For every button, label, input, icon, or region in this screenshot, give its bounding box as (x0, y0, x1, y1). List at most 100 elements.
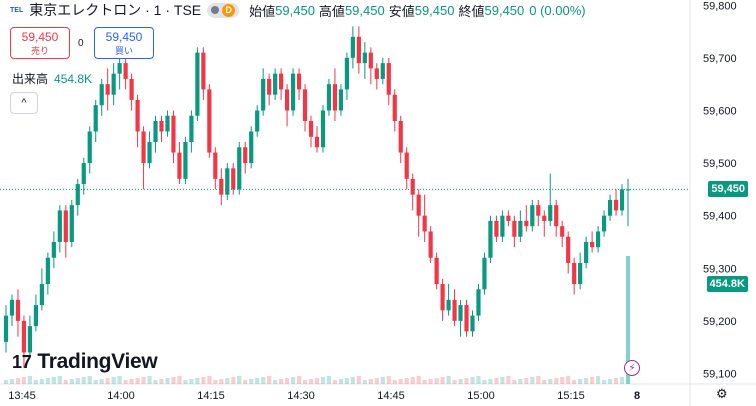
volume-bar (165, 378, 170, 384)
volume-bar (183, 380, 188, 384)
candle-body (45, 257, 50, 285)
sell-button[interactable]: 59,450 売り (10, 27, 70, 59)
volume-bar (3, 380, 9, 384)
volume-bar (93, 380, 98, 384)
volume-bar (626, 256, 630, 384)
volume-bar (27, 376, 33, 384)
candle-body (135, 99, 140, 132)
candle-body (261, 78, 266, 111)
volume-bar (129, 379, 134, 384)
lightning-icon[interactable]: ⚡ (624, 360, 640, 376)
candle-body (512, 220, 517, 237)
chart-header: TEL 東京エレクトロン · 1 · TSE D 始値 59,450 高値 59,4… (0, 0, 586, 20)
exchange-logo-icon: TEL (10, 6, 24, 14)
volume-bar (596, 376, 601, 384)
candle-body (69, 205, 74, 242)
volume-legend[interactable]: 出来高 454.8K (12, 70, 92, 87)
volume-bar (75, 378, 80, 384)
volume-bar (338, 379, 344, 384)
candle-body (326, 84, 332, 111)
volume-bar (243, 380, 248, 384)
tradingview-logo[interactable]: 17 TradingView (12, 350, 158, 374)
volume-bar (63, 380, 68, 384)
volume-bar (590, 377, 595, 384)
candle-body (51, 241, 56, 258)
volume-bar (33, 380, 38, 384)
candle-body (398, 120, 403, 153)
volume-bar (578, 379, 583, 384)
candle-body (153, 120, 158, 143)
volume-bar (273, 380, 278, 384)
y-tick-label: 59,600 (703, 105, 737, 117)
volume-bar (440, 377, 445, 384)
candle-body (213, 152, 218, 179)
volume-bar (554, 378, 559, 384)
candle-body (195, 52, 200, 116)
candle-body (39, 284, 44, 306)
volume-bar (332, 380, 338, 384)
buy-button[interactable]: 59,450 買い (94, 27, 154, 59)
candle-body (356, 36, 361, 64)
symbol-title[interactable]: 東京エレクトロン · 1 · TSE (29, 2, 202, 18)
volume-bar (123, 380, 128, 384)
volume-bar (548, 379, 553, 384)
volume-bar (255, 378, 260, 384)
candle-body (183, 142, 188, 179)
candle-body (601, 215, 607, 232)
candle-body (296, 73, 302, 90)
candle-body (560, 226, 565, 237)
chevron-up-icon: ^ (21, 97, 27, 109)
candle-body (584, 241, 589, 264)
candle-body (613, 199, 619, 211)
candle-body (518, 220, 523, 237)
volume-legend-value: 454.8K (54, 72, 93, 86)
volume-bar (404, 378, 409, 384)
volume-bar (386, 376, 391, 384)
volume-bar (219, 379, 224, 384)
volume-bar (231, 377, 236, 384)
volume-bar (69, 379, 74, 384)
last-volume-tag: 454.8K (706, 276, 748, 292)
close-label: 終値 (458, 3, 485, 19)
candle-body (141, 131, 146, 164)
volume-bar (518, 379, 523, 384)
candle-body (572, 263, 577, 285)
x-tick-label: 14:00 (107, 390, 135, 402)
volume-bar (177, 376, 182, 384)
volume-bar (422, 380, 427, 384)
volume-bar (15, 378, 21, 384)
volume-bar (476, 376, 481, 384)
volume-bar (21, 377, 27, 384)
candle-body (494, 220, 499, 237)
candle-body (464, 305, 469, 332)
volume-bar (207, 376, 212, 384)
volume-bar (81, 377, 86, 384)
volume-bar (482, 380, 487, 384)
candle-body (590, 241, 595, 248)
volume-bar (607, 379, 613, 384)
candle-body (452, 299, 457, 321)
volume-bar (458, 379, 463, 384)
volume-bar (530, 377, 535, 384)
candle-body (117, 63, 122, 74)
candle-body (290, 73, 296, 111)
candle-body (410, 178, 415, 195)
x-tick-label: 14:45 (377, 390, 405, 402)
candle-body (428, 231, 433, 258)
candle-body (123, 63, 128, 79)
high-value: 59,450 (344, 2, 385, 18)
gear-icon[interactable]: ⚙ (716, 386, 728, 401)
candle-body (536, 205, 541, 216)
candle-body (201, 52, 206, 90)
volume-bar (147, 376, 152, 384)
volume-bar (296, 376, 302, 384)
candle-body (542, 215, 547, 221)
candle-body (33, 305, 38, 327)
volume-bar (45, 378, 50, 384)
collapse-legend-button[interactable]: ^ (10, 92, 38, 114)
candle-body (434, 257, 439, 285)
candle-body (422, 215, 427, 232)
status-pill[interactable]: D (207, 2, 240, 18)
candle-body (27, 326, 33, 353)
